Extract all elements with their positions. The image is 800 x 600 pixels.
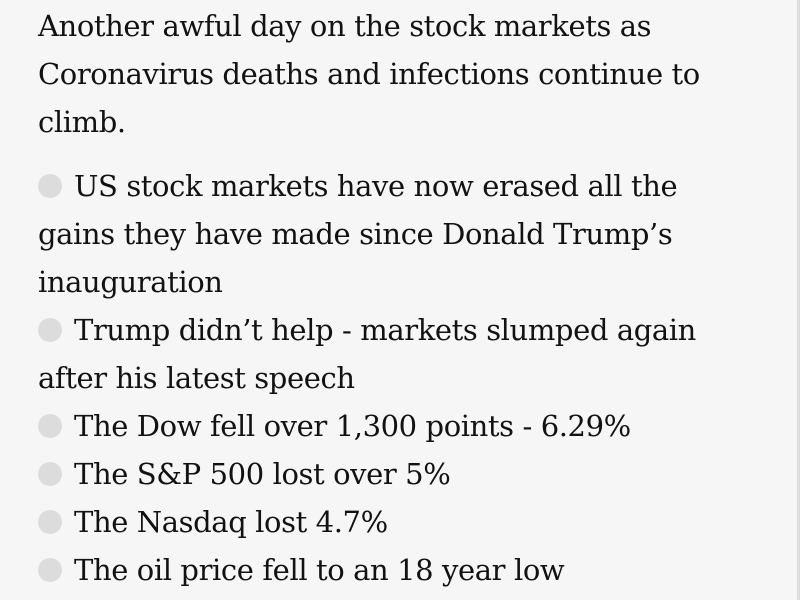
right-edge-divider xyxy=(797,0,800,600)
bullet-dot-icon xyxy=(38,174,62,198)
key-points-list: US stock markets have now erased all the… xyxy=(38,162,748,594)
list-item: The Nasdaq lost 4.7% xyxy=(38,498,748,546)
list-item-text: The Nasdaq lost 4.7% xyxy=(74,505,388,539)
list-item: Trump didn’t help - markets slumped agai… xyxy=(38,306,748,402)
list-item: The Dow fell over 1,300 points - 6.29% xyxy=(38,402,748,450)
bullet-dot-icon xyxy=(38,462,62,486)
list-item-text: The Dow fell over 1,300 points - 6.29% xyxy=(74,409,631,443)
bullet-dot-icon xyxy=(38,414,62,438)
article-intro: Another awful day on the stock markets a… xyxy=(38,9,700,139)
list-item-text: The oil price fell to an 18 year low xyxy=(74,553,565,587)
bullet-dot-icon xyxy=(38,510,62,534)
list-item: US stock markets have now erased all the… xyxy=(38,162,748,306)
list-item: The oil price fell to an 18 year low xyxy=(38,546,748,594)
list-item-text: Trump didn’t help - markets slumped agai… xyxy=(38,313,696,395)
list-item-text: US stock markets have now erased all the… xyxy=(38,169,678,299)
bullet-dot-icon xyxy=(38,318,62,342)
bullet-dot-icon xyxy=(38,558,62,582)
list-item-text: The S&P 500 lost over 5% xyxy=(74,457,451,491)
article-body: Another awful day on the stock markets a… xyxy=(38,2,748,594)
list-item: The S&P 500 lost over 5% xyxy=(38,450,748,498)
